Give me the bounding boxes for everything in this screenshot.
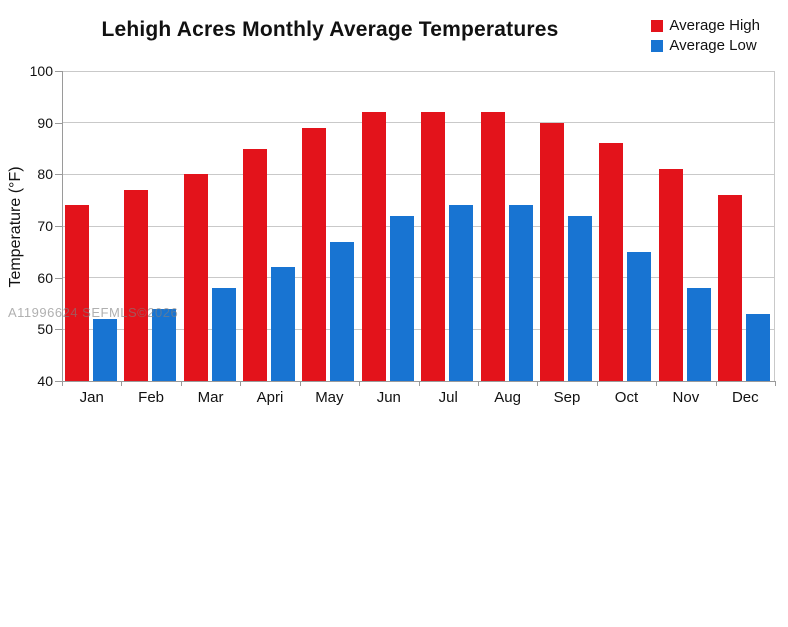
- y-tick-60: [55, 277, 62, 279]
- y-tick-label-70: 70: [37, 218, 53, 234]
- gridline-80: [62, 173, 775, 175]
- bar-low-nov: [686, 288, 711, 381]
- bar-low-mar: [211, 288, 236, 381]
- x-tick-label-oct: Oct: [614, 389, 639, 406]
- x-tick-5: [359, 381, 360, 386]
- x-tick-11: [716, 381, 717, 386]
- x-tick-label-aug: Aug: [494, 389, 521, 406]
- x-tick-label-dec: Dec: [731, 389, 759, 406]
- y-tick-80: [55, 174, 62, 176]
- y-tick-100: [55, 71, 62, 72]
- legend-swatch-high: [651, 19, 664, 32]
- chart-title: Lehigh Acres Monthly Average Temperature…: [101, 18, 559, 41]
- x-tick-label-may: May: [315, 389, 344, 406]
- x-tick-label-jul: Jul: [438, 389, 458, 406]
- y-tick-50: [55, 329, 62, 331]
- y-tick-label-50: 50: [37, 321, 53, 338]
- x-tick-4: [300, 381, 301, 386]
- bar-low-may: [330, 241, 355, 381]
- plot-area: [62, 71, 775, 381]
- gridline-70: [62, 225, 775, 227]
- y-tick-label-60: 60: [37, 269, 53, 286]
- x-tick-10: [656, 381, 657, 386]
- gridline-90: [62, 122, 775, 124]
- legend-swatch-low: [651, 39, 664, 52]
- bar-high-may: [302, 127, 327, 381]
- bar-high-mar: [183, 174, 208, 381]
- legend-label-low: Average Low: [669, 37, 757, 54]
- bar-high-oct: [599, 143, 624, 381]
- y-tick-label-100: 100: [29, 63, 53, 79]
- x-tick-0: [62, 381, 63, 386]
- bar-low-apri: [270, 267, 295, 381]
- bar-high-jul: [421, 112, 446, 381]
- bar-high-sep: [540, 122, 565, 381]
- gridline-60: [62, 277, 775, 279]
- bar-high-nov: [658, 169, 683, 381]
- bar-high-apri: [242, 148, 267, 381]
- y-tick-90: [55, 122, 62, 124]
- x-tick-3: [240, 381, 241, 386]
- x-tick-9: [597, 381, 598, 386]
- x-tick-12: [775, 381, 776, 386]
- gridline-50: [62, 328, 775, 330]
- gridline-100: [62, 71, 775, 72]
- watermark: A11996624 SEFMLS©2026: [8, 305, 179, 320]
- y-tick-40: [55, 381, 62, 382]
- x-tick-1: [121, 381, 122, 386]
- x-tick-label-mar: Mar: [197, 389, 224, 406]
- x-tick-6: [419, 381, 420, 386]
- x-tick-label-jun: Jun: [376, 389, 401, 406]
- x-tick-2: [181, 381, 182, 386]
- bar-low-jan: [92, 319, 117, 381]
- bar-high-jun: [361, 112, 386, 381]
- bar-high-dec: [718, 195, 743, 381]
- plot-right-border: [774, 71, 775, 381]
- legend-label-high: Average High: [669, 17, 760, 34]
- x-tick-label-nov: Nov: [672, 389, 700, 406]
- bar-low-sep: [568, 215, 593, 381]
- bar-low-dec: [746, 313, 771, 381]
- bar-low-feb: [152, 308, 177, 381]
- bar-high-feb: [124, 189, 149, 381]
- y-tick-label-40: 40: [37, 373, 53, 389]
- legend-item-low: Average Low: [651, 37, 760, 54]
- y-tick-70: [55, 226, 62, 227]
- bar-high-jan: [64, 205, 89, 381]
- legend-item-high: Average High: [651, 17, 760, 34]
- x-tick-label-jan: Jan: [79, 389, 104, 406]
- legend: Average High Average Low: [651, 17, 760, 54]
- bar-low-aug: [508, 205, 533, 381]
- x-tick-label-apri: Apri: [256, 389, 284, 406]
- x-axis-line: [62, 381, 776, 382]
- x-tick-label-feb: Feb: [138, 389, 165, 406]
- bar-low-jun: [389, 215, 414, 381]
- bar-low-oct: [627, 251, 652, 381]
- x-tick-7: [478, 381, 479, 386]
- x-tick-8: [537, 381, 538, 386]
- bar-high-aug: [480, 112, 505, 381]
- x-tick-label-sep: Sep: [553, 389, 581, 406]
- y-axis-line: [62, 71, 63, 381]
- y-tick-label-80: 80: [37, 166, 53, 183]
- y-tick-label-90: 90: [37, 114, 53, 131]
- bar-low-jul: [449, 205, 474, 381]
